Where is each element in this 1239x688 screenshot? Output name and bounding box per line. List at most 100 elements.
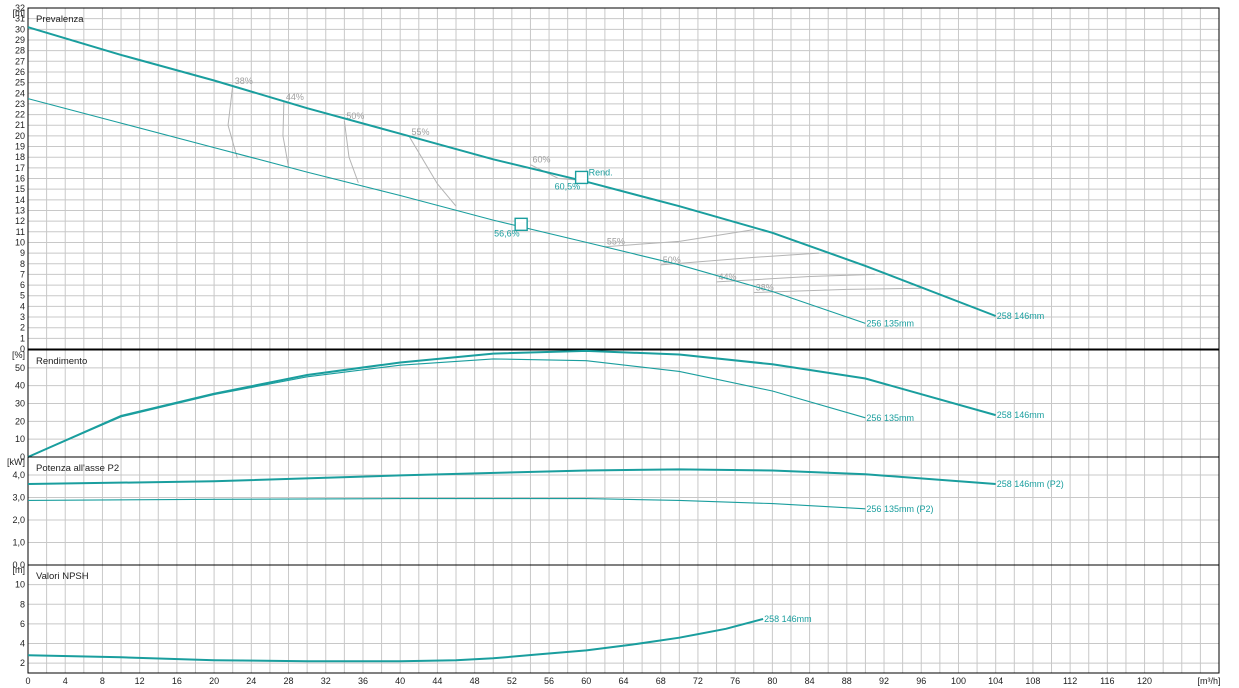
x-tick-label: 4 (63, 676, 68, 686)
y-tick-label: 50 (15, 363, 25, 373)
efficiency-isoline (282, 101, 290, 167)
series-label: 258 146mm (P2) (997, 479, 1064, 489)
panel-title: Rendimento (36, 356, 87, 367)
series-line (27, 468, 996, 485)
x-tick-label: 88 (842, 676, 852, 686)
marker-label: 60,5% (555, 181, 581, 191)
y-tick-label: 2 (20, 323, 25, 333)
x-tick-label: 28 (284, 676, 294, 686)
series-label: 258 146mm (997, 311, 1045, 321)
series-line (27, 498, 866, 510)
y-tick-label: 2,0 (12, 515, 25, 525)
x-tick-label: 80 (767, 676, 777, 686)
panel-title: Valori NPSH (36, 571, 89, 582)
x-tick-label: 120 (1137, 676, 1152, 686)
x-tick-label: 112 (1063, 676, 1077, 686)
y-tick-label: 14 (15, 195, 25, 205)
series-line (27, 98, 866, 324)
y-unit-label: [m] (13, 565, 26, 575)
x-tick-label: 36 (358, 676, 368, 686)
series-label: 256 135mm (866, 413, 914, 423)
series-line (27, 349, 996, 458)
y-tick-label: 32 (15, 3, 25, 13)
y-tick-label: 12 (15, 216, 25, 226)
series-line (27, 618, 764, 663)
x-tick-label: 20 (209, 676, 219, 686)
efficiency-isoline (716, 273, 875, 283)
y-unit-label: [%] (12, 350, 25, 360)
x-tick-label: 12 (135, 676, 145, 686)
x-tick-label: 84 (805, 676, 815, 686)
x-tick-label: 100 (951, 676, 966, 686)
y-unit-label: [m] (13, 8, 26, 18)
isoline-label: 44% (719, 272, 737, 282)
x-tick-label: 104 (988, 676, 1003, 686)
series-line (27, 26, 997, 317)
y-tick-label: 0,0 (12, 560, 25, 570)
x-tick-label: 0 (25, 676, 30, 686)
y-tick-label: 4 (20, 301, 25, 311)
y-tick-label: 21 (15, 120, 25, 130)
isoline-label: 38% (235, 76, 253, 86)
y-tick-label: 25 (15, 78, 25, 88)
y-tick-label: 9 (20, 248, 25, 258)
efficiency-isoline (343, 120, 359, 183)
y-tick-label: 11 (16, 227, 25, 237)
x-tick-label: 32 (321, 676, 331, 686)
x-unit-label: [m³/h] (1197, 676, 1220, 686)
y-tick-label: 5 (20, 291, 25, 301)
y-tick-label: 3 (20, 312, 25, 322)
y-tick-label: 30 (15, 24, 25, 34)
y-tick-label: 17 (15, 163, 25, 173)
y-tick-label: 24 (15, 88, 25, 98)
y-tick-label: 10 (15, 237, 25, 247)
x-tick-label: 56 (544, 676, 554, 686)
x-tick-label: 40 (395, 676, 405, 686)
y-tick-label: 22 (15, 110, 25, 120)
x-tick-label: 68 (656, 676, 666, 686)
y-tick-label: 2 (20, 658, 25, 668)
y-tick-label: 18 (15, 152, 25, 162)
efficiency-isoline (660, 252, 819, 266)
y-tick-label: 1 (20, 333, 25, 343)
y-tick-label: 29 (15, 35, 25, 45)
y-tick-label: 0 (20, 452, 25, 462)
x-tick-label: 116 (1100, 676, 1114, 686)
y-tick-label: 13 (15, 205, 25, 215)
panel-frame (27, 7, 1220, 350)
series-line (27, 358, 866, 458)
x-tick-label: 48 (470, 676, 480, 686)
x-tick-label: 16 (172, 676, 182, 686)
y-tick-label: 19 (15, 142, 25, 152)
efficiency-isoline (227, 85, 238, 159)
isoline-label: 44% (286, 92, 304, 102)
isoline-label: 50% (346, 111, 364, 121)
x-tick-label: 60 (581, 676, 591, 686)
y-tick-label: 1,0 (12, 538, 25, 548)
y-tick-label: 10 (15, 434, 25, 444)
marker-label: 56,6% (494, 228, 520, 238)
series-label: 258 146mm (997, 410, 1045, 420)
operating-point-marker (514, 217, 528, 232)
y-tick-label: 0 (20, 344, 25, 354)
y-tick-label: 16 (15, 174, 25, 184)
y-tick-label: 8 (20, 599, 25, 609)
efficiency-isoline (604, 229, 754, 248)
y-tick-label: 23 (15, 99, 25, 109)
series-label: 258 146mm (764, 614, 812, 624)
y-tick-label: 40 (15, 381, 25, 391)
x-tick-label: 24 (246, 676, 256, 686)
y-tick-label: 7 (20, 269, 25, 279)
isoline-label: 55% (607, 237, 625, 247)
y-tick-label: 27 (15, 56, 25, 66)
x-tick-label: 72 (693, 676, 703, 686)
efficiency-isoline (753, 287, 922, 294)
y-tick-label: 20 (15, 416, 25, 426)
x-tick-label: 52 (507, 676, 517, 686)
y-tick-label: 6 (20, 619, 25, 629)
x-tick-label: 8 (100, 676, 105, 686)
y-tick-label: 28 (15, 46, 25, 56)
y-tick-label: 4 (20, 639, 25, 649)
